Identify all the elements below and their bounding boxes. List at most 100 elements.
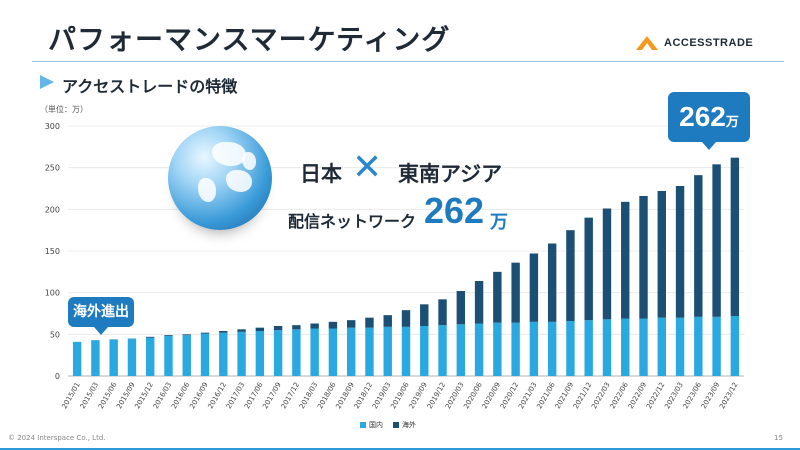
bar-domestic — [237, 331, 246, 376]
title-divider — [32, 61, 784, 62]
bar-domestic — [547, 321, 557, 376]
bar-overseas — [584, 217, 593, 321]
bar-domestic — [127, 338, 137, 376]
network-label: 配信ネットワーク — [288, 212, 417, 231]
bar-domestic — [273, 330, 283, 376]
bar-domestic — [200, 333, 210, 376]
bar-overseas — [182, 334, 191, 336]
bar-overseas — [273, 326, 283, 331]
brand-logo: ACCESSTRADE — [636, 36, 753, 50]
y-tick-label: 200 — [45, 205, 60, 214]
bar-domestic — [255, 331, 265, 376]
bar-overseas — [310, 323, 319, 329]
bar-overseas — [383, 315, 392, 327]
bar-overseas — [730, 157, 740, 316]
bar-domestic — [91, 340, 100, 376]
bar-overseas — [566, 230, 575, 321]
y-tick-label: 250 — [45, 164, 60, 173]
overseas-expansion-callout: 海外進出 — [68, 297, 134, 335]
bar-overseas — [328, 321, 338, 329]
bar-domestic — [566, 321, 575, 376]
southeast-asia-label: 東南アジア — [398, 162, 503, 186]
bar-domestic — [109, 339, 118, 376]
bar-domestic — [730, 316, 740, 376]
page-number: 15 — [774, 434, 783, 442]
legend-item-overseas: 海外 — [393, 420, 416, 430]
bar-overseas — [493, 271, 502, 323]
chart-unit-label: （単位：万） — [40, 105, 88, 114]
bar-domestic — [602, 319, 612, 376]
bar-overseas — [219, 331, 228, 333]
bar-domestic — [474, 323, 484, 376]
bar-domestic — [675, 317, 685, 376]
bar-domestic — [219, 332, 228, 376]
bar-domestic — [310, 328, 319, 376]
bar-domestic — [72, 341, 82, 376]
bar-overseas — [420, 304, 429, 326]
y-tick-label: 100 — [45, 289, 60, 298]
bar-overseas — [456, 291, 466, 325]
section-arrow-icon — [40, 75, 54, 89]
bar-overseas — [675, 186, 685, 318]
legend-item-domestic: 国内 — [360, 420, 383, 430]
x-tick-label: 2023/12 — [718, 381, 739, 410]
bar-domestic — [365, 327, 374, 376]
bar-overseas — [511, 262, 520, 323]
bar-overseas — [474, 281, 484, 324]
logo-mark-icon — [636, 36, 658, 50]
y-tick-label: 50 — [50, 330, 60, 339]
bar-domestic — [712, 316, 721, 376]
bar-domestic — [292, 329, 301, 376]
bar-overseas — [657, 191, 666, 318]
bar-domestic — [420, 326, 429, 376]
bar-overseas — [365, 317, 374, 328]
bar-domestic — [346, 327, 356, 376]
bar-domestic — [438, 325, 447, 376]
bar-overseas — [602, 208, 612, 320]
bar-overseas — [529, 253, 539, 322]
bar-overseas — [255, 327, 265, 331]
bar-overseas — [621, 201, 630, 319]
bar-overseas — [401, 310, 411, 327]
bar-overseas — [547, 243, 557, 322]
cross-icon: ✕ — [352, 147, 383, 188]
bar-domestic — [182, 335, 191, 376]
bar-overseas — [146, 336, 155, 338]
bar-overseas — [164, 335, 173, 336]
total-value-callout: 262万 — [668, 92, 750, 150]
bar-overseas — [694, 175, 703, 317]
bar-overseas — [237, 329, 246, 332]
chart-legend: 国内 海外 — [360, 420, 416, 430]
network-unit: 万 — [490, 212, 508, 233]
logo-text: ACCESSTRADE — [664, 37, 754, 49]
y-tick-label: 0 — [55, 372, 60, 381]
bar-overseas — [438, 299, 447, 326]
y-tick-label: 300 — [45, 122, 60, 131]
bar-overseas — [292, 325, 301, 330]
bar-domestic — [657, 317, 666, 376]
legend-label-domestic: 国内 — [369, 421, 383, 429]
bar-domestic — [694, 316, 703, 376]
japan-label: 日本 — [300, 162, 342, 186]
section-subtitle: アクセストレードの特徴 — [62, 77, 238, 96]
bar-domestic — [621, 318, 630, 376]
page-title: パフォーマンスマーケティング — [48, 23, 451, 56]
bar-domestic — [493, 322, 502, 376]
bar-domestic — [584, 320, 593, 376]
copyright: © 2024 Interspace Co., Ltd. — [8, 434, 106, 442]
bar-domestic — [164, 336, 173, 376]
bar-overseas — [200, 332, 210, 334]
bar-domestic — [456, 324, 466, 376]
globe-image — [168, 126, 272, 230]
legend-label-overseas: 海外 — [402, 421, 416, 429]
bar-domestic — [401, 326, 411, 376]
bar-overseas — [639, 196, 648, 319]
bar-overseas — [712, 164, 721, 317]
network-value: 262 — [424, 190, 485, 231]
y-tick-label: 150 — [45, 247, 60, 256]
bar-domestic — [529, 321, 539, 376]
total-unit: 万 — [725, 115, 739, 130]
bar-domestic — [383, 326, 392, 376]
footer-divider — [0, 448, 800, 450]
